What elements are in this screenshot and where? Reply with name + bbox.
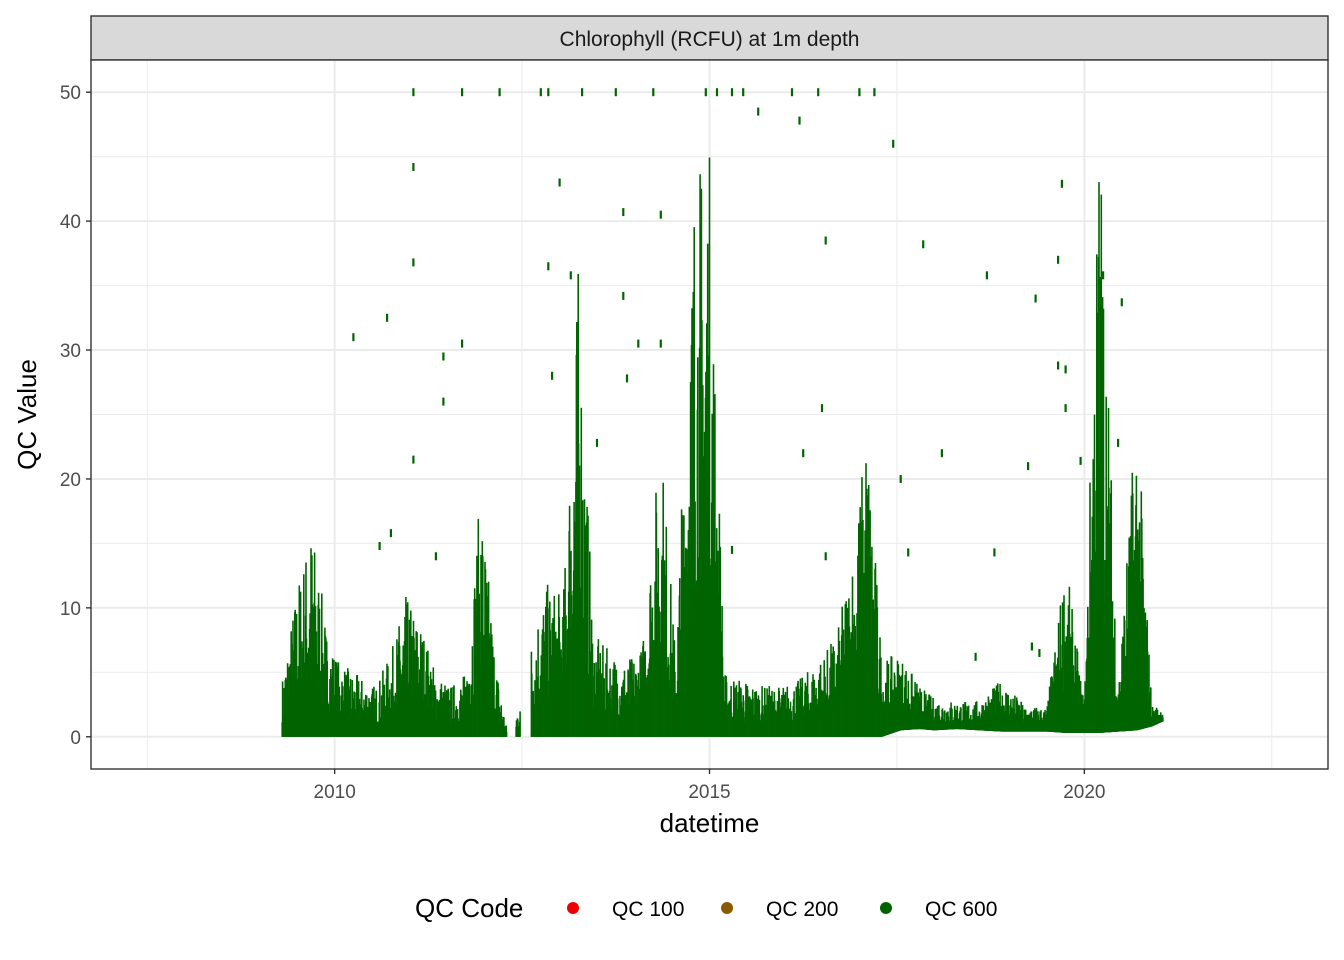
legend-title: QC Code: [415, 893, 523, 923]
facet-strip-background: [90, 15, 1329, 61]
y-tick-label: 10: [60, 599, 81, 620]
x-axis: 2010 2015 2020: [314, 769, 1105, 803]
y-tick-label: 20: [60, 470, 81, 491]
legend-key-qc600: [880, 902, 892, 914]
legend-label: QC 100: [612, 898, 684, 921]
y-tick-label: 50: [60, 83, 81, 104]
y-axis: 0 10 20 30 40 50: [60, 83, 91, 749]
x-tick-label: 2015: [688, 782, 730, 803]
y-axis-title: QC Value: [12, 359, 42, 470]
facet-strip: Chlorophyll (RCFU) at 1m depth: [90, 15, 1329, 61]
data-layer: [281, 88, 1164, 737]
y-tick-label: 30: [60, 341, 81, 362]
legend-key-qc100: [567, 902, 579, 914]
x-axis-title: datetime: [660, 808, 760, 838]
y-tick-label: 40: [60, 212, 81, 233]
x-tick-label: 2020: [1063, 782, 1105, 803]
x-tick-label: 2010: [314, 782, 356, 803]
facet-title: Chlorophyll (RCFU) at 1m depth: [560, 28, 860, 51]
legend-label: QC 200: [766, 898, 838, 921]
plot-panel: [90, 59, 1329, 770]
legend-label: QC 600: [925, 898, 997, 921]
legend: QC Code QC 100 QC 200 QC 600: [415, 893, 997, 923]
legend-key-qc200: [721, 902, 733, 914]
y-tick-label: 0: [70, 728, 81, 749]
